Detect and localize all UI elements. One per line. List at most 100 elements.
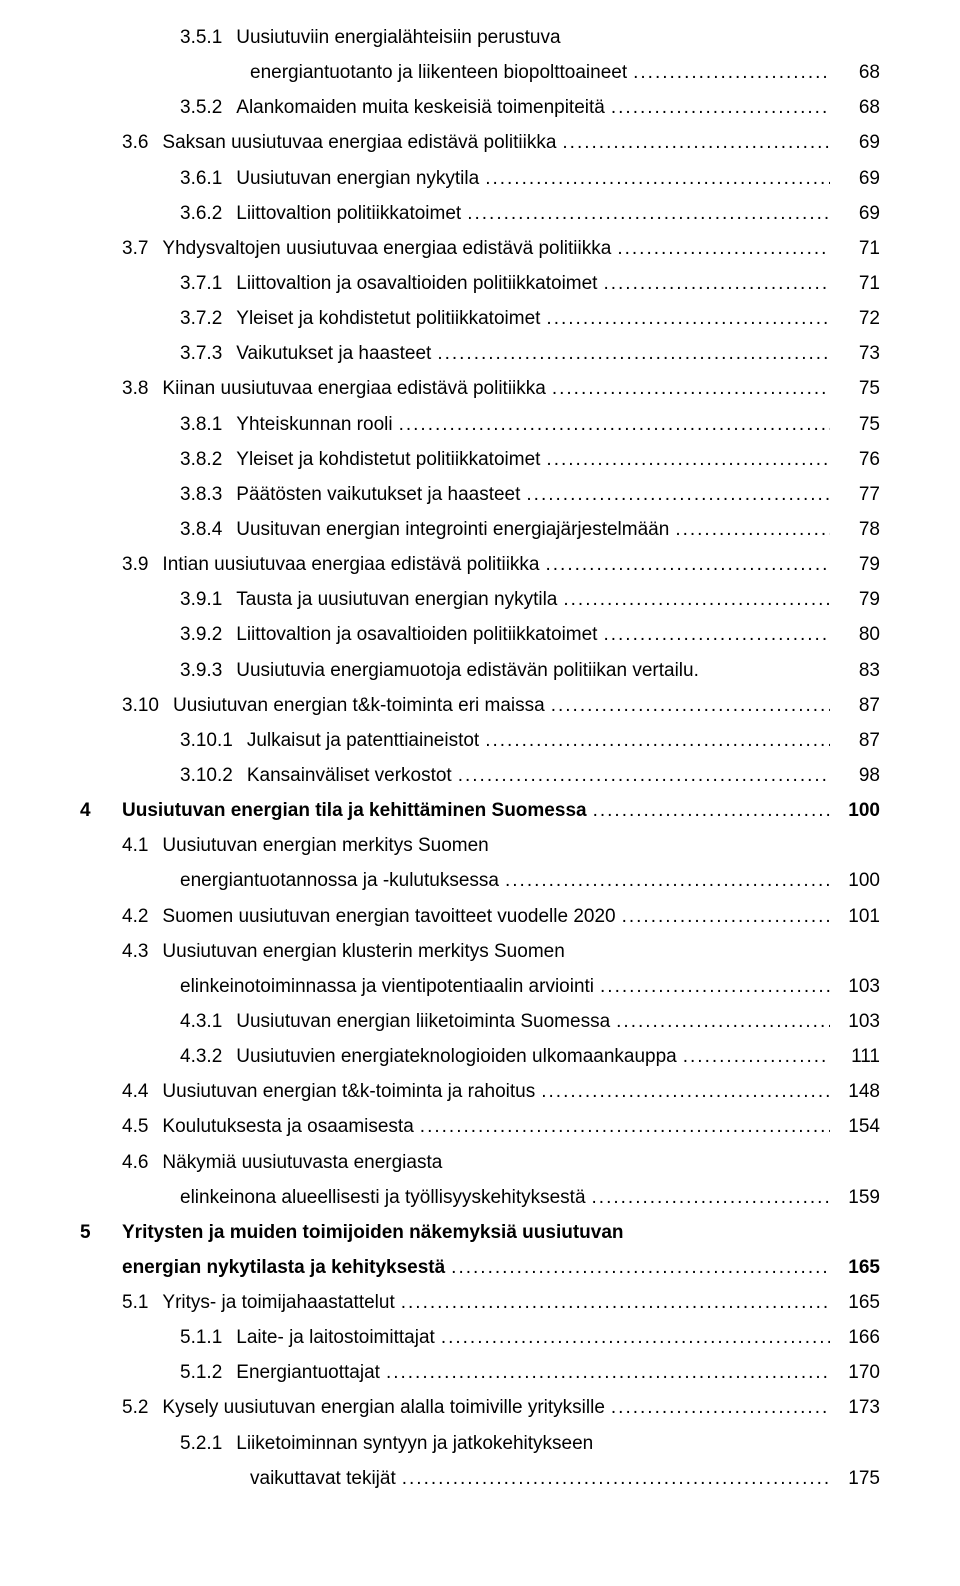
toc-entry: 3.9.3Uusiutuvia energiamuotoja edistävän…: [80, 653, 880, 688]
toc-entry: elinkeinona alueellisesti ja työllisyysk…: [80, 1180, 880, 1215]
toc-entry-number: 3.7.3: [180, 336, 222, 371]
toc-entry-number: 3.9.3: [180, 653, 222, 688]
toc-entry-number: 3.8.4: [180, 512, 222, 547]
toc-entry-number: 3.7.1: [180, 266, 222, 301]
toc-entry-title: Uusiutuvan energian liiketoiminta Suomes…: [236, 1004, 610, 1039]
toc-entry-number: 3.10.2: [180, 758, 233, 793]
toc-entry-number: 3.8.1: [180, 407, 222, 442]
toc-leader-dots: [600, 969, 830, 1004]
toc-leader-dots: [616, 1004, 830, 1039]
toc-leader-dots: [437, 336, 830, 371]
toc-entry-title: Liiketoiminnan syntyyn ja jatkokehitykse…: [236, 1426, 593, 1461]
toc-entry-page: 165: [836, 1285, 880, 1320]
toc-entry-number: 4: [80, 793, 122, 828]
toc-entry-page: 83: [836, 653, 880, 688]
toc-entry-title: Laite- ja laitostoimittajat: [236, 1320, 435, 1355]
toc-leader-dots: [401, 1285, 830, 1320]
toc-entry-number: 4.4: [122, 1074, 148, 1109]
toc-page: 3.5.1Uusiutuviin energialähteisiin perus…: [0, 0, 960, 1536]
toc-leader-dots: [603, 617, 830, 652]
toc-entry: 3.10.2Kansainväliset verkostot98: [80, 758, 880, 793]
toc-entry-title: Vaikutukset ja haasteet: [236, 336, 431, 371]
toc-entry: 3.7Yhdysvaltojen uusiutuvaa energiaa edi…: [80, 231, 880, 266]
toc-entry: 5.1.2Energiantuottajat170: [80, 1355, 880, 1390]
toc-leader-dots: [485, 161, 830, 196]
toc-entry-title: vaikuttavat tekijät: [250, 1461, 396, 1496]
toc-entry-number: 3.8.3: [180, 477, 222, 512]
toc-entry-page: 80: [836, 617, 880, 652]
toc-leader-dots: [611, 1390, 830, 1425]
toc-entry: 3.8.1Yhteiskunnan rooli75: [80, 407, 880, 442]
toc-entry-number: 3.10: [122, 688, 159, 723]
toc-entry-number: 3.10.1: [180, 723, 233, 758]
toc-entry: 3.8.3Päätösten vaikutukset ja haasteet77: [80, 477, 880, 512]
toc-entry: 3.6.1Uusiutuvan energian nykytila69: [80, 161, 880, 196]
toc-entry-page: 103: [836, 969, 880, 1004]
toc-entry-page: 98: [836, 758, 880, 793]
toc-entry-title: Saksan uusiutuvaa energiaa edistävä poli…: [162, 125, 556, 160]
toc-entry-title: elinkeinona alueellisesti ja työllisyysk…: [180, 1180, 586, 1215]
toc-entry-page: 73: [836, 336, 880, 371]
toc-entry-page: 175: [836, 1461, 880, 1496]
toc-entry-title: Uusiutuvan energian t&k-toiminta eri mai…: [173, 688, 545, 723]
toc-entry-title: Uusiutuvien energiateknologioiden ulkoma…: [236, 1039, 676, 1074]
toc-entry-title: Yleiset ja kohdistetut politiikkatoimet: [236, 442, 540, 477]
toc-leader-dots: [386, 1355, 830, 1390]
toc-entry-page: 79: [836, 547, 880, 582]
toc-entry: vaikuttavat tekijät 175: [80, 1461, 880, 1496]
toc-entry-page: 79: [836, 582, 880, 617]
toc-entry-page: 87: [836, 723, 880, 758]
toc-entry: 3.7.3 Vaikutukset ja haasteet 73: [80, 336, 880, 371]
toc-entry: 4.5Koulutuksesta ja osaamisesta154: [80, 1109, 880, 1144]
toc-entry-title: Yritysten ja muiden toimijoiden näkemyks…: [122, 1215, 624, 1250]
toc-entry: 4.3.2 Uusiutuvien energiateknologioiden u…: [80, 1039, 880, 1074]
toc-entry-title: energian nykytilasta ja kehityksestä: [122, 1250, 445, 1285]
toc-entry-title: Yleiset ja kohdistetut politiikkatoimet: [236, 301, 540, 336]
toc-entry-title: Näkymiä uusiutuvasta energiasta: [162, 1145, 442, 1180]
toc-entry-page: 166: [836, 1320, 880, 1355]
toc-entry-page: 68: [836, 90, 880, 125]
toc-entry: energian nykytilasta ja kehityksestä165: [80, 1250, 880, 1285]
toc-leader-dots: [441, 1320, 830, 1355]
toc-entry: 5.1.1Laite- ja laitostoimittajat166: [80, 1320, 880, 1355]
toc-entry-number: 3.8: [122, 371, 148, 406]
toc-entry: 3.6Saksan uusiutuvaa energiaa edistävä p…: [80, 125, 880, 160]
toc-entry: 3.8Kiinan uusiutuvaa energiaa edistävä p…: [80, 371, 880, 406]
toc-entry-title: Yhdysvaltojen uusiutuvaa energiaa edistä…: [162, 231, 611, 266]
toc-entry: 5.2.1Liiketoiminnan syntyyn ja jatkokehi…: [80, 1426, 880, 1461]
toc-entry-title: Uusituvan energian integrointi energiajä…: [236, 512, 669, 547]
toc-entry-number: 3.9.1: [180, 582, 222, 617]
toc-entry-title: elinkeinotoiminnassa ja vientipotentiaal…: [180, 969, 594, 1004]
toc-entry: 4.6 Näkymiä uusiutuvasta energiasta: [80, 1145, 880, 1180]
toc-entry-number: 3.9.2: [180, 617, 222, 652]
toc-entry: 4.2Suomen uusiutuvan energian tavoitteet…: [80, 899, 880, 934]
toc-entry: 3.9Intian uusiutuvaa energiaa edistävä p…: [80, 547, 880, 582]
toc-entry-number: 3.9: [122, 547, 148, 582]
toc-entry-page: 75: [836, 371, 880, 406]
toc-entry-title: energiantuotannossa ja -kulutuksessa: [180, 863, 499, 898]
toc-entry-title: Uusiutuvan energian merkitys Suomen: [162, 828, 488, 863]
toc-entry-page: 76: [836, 442, 880, 477]
toc-entry-page: 68: [836, 55, 880, 90]
toc-entry: 4.1Uusiutuvan energian merkitys Suomen: [80, 828, 880, 863]
toc-entry: 3.10.1Julkaisut ja patenttiaineistot87: [80, 723, 880, 758]
toc-leader-dots: [551, 688, 830, 723]
toc-entry-page: 69: [836, 125, 880, 160]
toc-leader-dots: [617, 231, 830, 266]
toc-leader-dots: [505, 863, 830, 898]
toc-entry-number: 4.6: [122, 1145, 148, 1180]
toc-entry-number: 5.1.2: [180, 1355, 222, 1390]
toc-entry-page: 100: [836, 793, 880, 828]
toc-entry-title: Uusiutuviin energialähteisiin perustuva: [236, 20, 560, 55]
toc-leader-dots: [546, 442, 830, 477]
toc-leader-dots: [467, 196, 830, 231]
toc-entry: 3.8.4 Uusituvan energian integrointi ener…: [80, 512, 880, 547]
toc-leader-dots: [592, 1180, 830, 1215]
toc-leader-dots: [611, 90, 830, 125]
toc-entry-number: 4.3.1: [180, 1004, 222, 1039]
toc-leader-dots: [675, 512, 830, 547]
toc-entry: 4.3.1 Uusiutuvan energian liiketoiminta S…: [80, 1004, 880, 1039]
toc-entry: 5.1Yritys- ja toimijahaastattelut165: [80, 1285, 880, 1320]
toc-entry-number: 4.3.2: [180, 1039, 222, 1074]
toc-entry-title: energiantuotanto ja liikenteen biopoltto…: [250, 55, 627, 90]
